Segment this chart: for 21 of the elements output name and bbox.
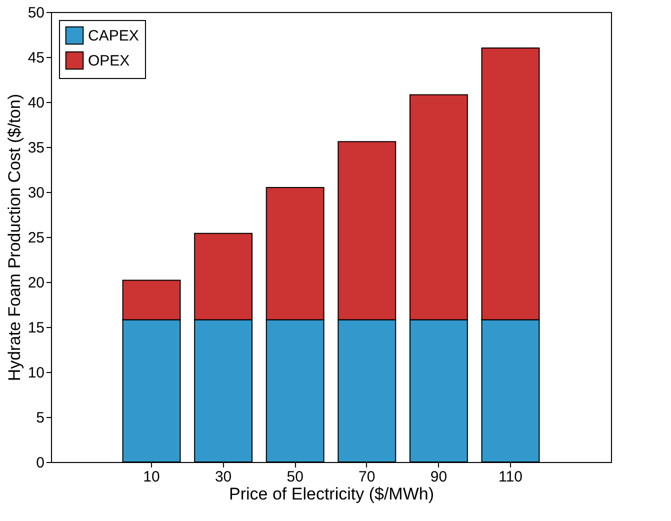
y-tick-label: 45 [28, 50, 44, 66]
y-tick-label: 25 [28, 230, 44, 246]
legend-label: OPEX [88, 52, 130, 70]
x-tick-label: 10 [143, 468, 160, 486]
y-axis-title: Hydrate Foam Production Cost ($/ton) [4, 94, 24, 382]
legend-label: CAPEX [88, 28, 139, 44]
x-axis-title: Price of Electricity ($/MWh) [229, 484, 434, 504]
y-tick-label: 0 [36, 454, 44, 472]
x-tick-label: 50 [286, 468, 304, 486]
y-tick-label: 50 [28, 4, 44, 22]
y-tick-label: 5 [36, 410, 44, 426]
x-tick-label: 30 [214, 468, 232, 486]
y-tick-label: 10 [28, 364, 44, 382]
x-tick-label: 90 [430, 468, 448, 486]
y-tick-label: 40 [28, 94, 44, 112]
y-tick-label: 20 [28, 274, 44, 292]
y-tick-label: 15 [28, 320, 44, 336]
y-tick-label: 35 [28, 140, 44, 156]
x-tick-label: 110 [498, 468, 522, 486]
x-tick-label: 70 [358, 468, 376, 486]
y-tick-label: 30 [28, 184, 44, 202]
